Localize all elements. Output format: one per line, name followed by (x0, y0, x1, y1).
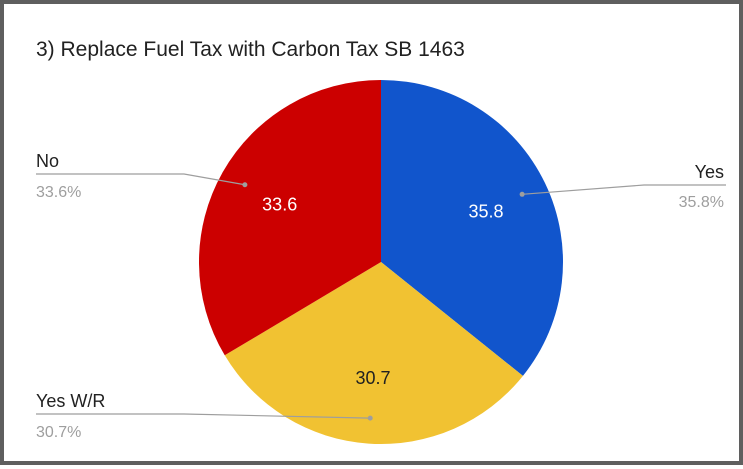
slice-value-label-yes-w-r: 30.7 (355, 368, 390, 388)
slice-percent-label-yes-w-r: 30.7% (36, 424, 81, 441)
slice-category-label-yes-w-r: Yes W/R (36, 391, 105, 411)
slice-percent-label-yes: 35.8% (679, 194, 724, 211)
pie-slice-yes-w-r (224, 262, 523, 445)
slice-value-label-yes: 35.8 (469, 202, 504, 222)
leader-line-no (36, 173, 245, 186)
pie-slice-no (198, 80, 381, 356)
leader-line-yes (522, 184, 726, 195)
chart-title: 3) Replace Fuel Tax with Carbon Tax SB 1… (36, 38, 465, 61)
pie-slice-yes (381, 80, 564, 376)
slice-category-label-no: No (36, 151, 59, 171)
slice-value-label-no: 33.6 (262, 195, 297, 215)
slice-category-label-yes: Yes (695, 162, 724, 182)
pie-chart: 35.8 Yes 35.8% 30.7 Yes W/R 30.7% 33.6 No 33.6% (36, 80, 726, 445)
slice-percent-label-no: 33.6% (36, 184, 81, 201)
leader-line-yes-w-r (36, 413, 371, 419)
